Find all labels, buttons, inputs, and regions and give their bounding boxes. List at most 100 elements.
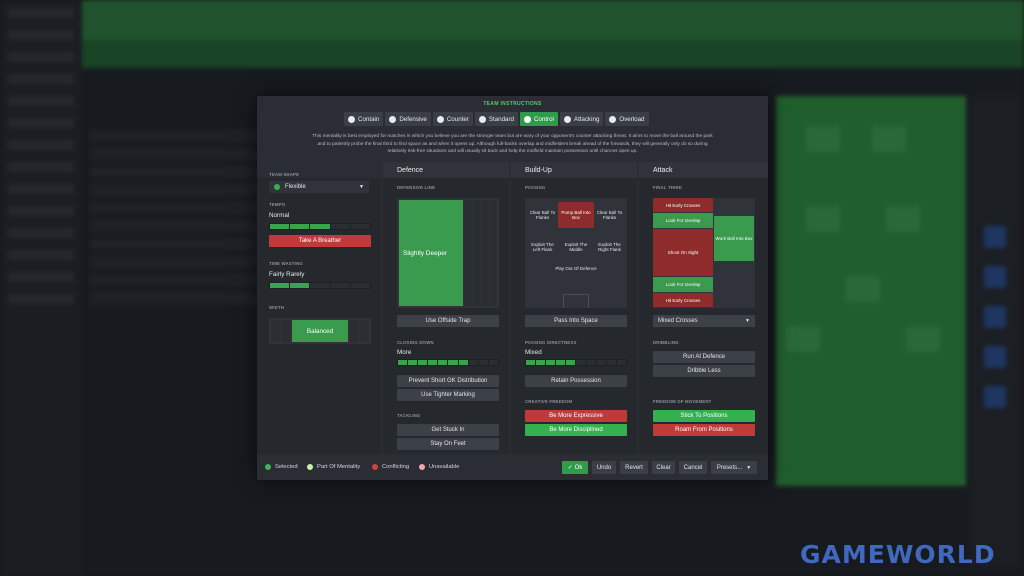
pump-ball-zone[interactable]: Pump Ball Into Box: [558, 202, 594, 228]
look-for-overlap-top-zone[interactable]: Look For Overlap: [653, 213, 713, 228]
undo-button[interactable]: Undo: [592, 461, 616, 474]
sub-chip[interactable]: [984, 266, 1006, 288]
work-ball-into-box-zone[interactable]: Work Ball Into Box: [714, 216, 754, 261]
directness-label: PASSING DIRECTNESS: [525, 340, 577, 345]
tighter-marking-button[interactable]: Use Tighter Marking: [397, 389, 499, 401]
clear-ball-right-zone[interactable]: Clear Ball To Flanks: [596, 210, 623, 220]
player-chip[interactable]: [846, 276, 880, 302]
run-at-defence-button[interactable]: Run At Defence: [653, 351, 755, 363]
play-out-zone[interactable]: Play Out Of Defence: [555, 265, 597, 271]
tab-contain[interactable]: Contain: [344, 112, 384, 126]
sidebar-item[interactable]: [8, 206, 74, 216]
bar-segment: [350, 224, 371, 229]
tab-defensive[interactable]: Defensive: [385, 112, 431, 126]
clear-button[interactable]: Clear: [652, 461, 675, 474]
legend-dot-icon: [419, 464, 425, 470]
pass-into-space-button[interactable]: Pass Into Space: [525, 315, 627, 327]
roam-from-positions-button[interactable]: Roam From Positions: [653, 424, 755, 436]
cancel-button[interactable]: Cancel: [679, 461, 707, 474]
tab-overload[interactable]: Overload: [605, 112, 649, 126]
player-chip[interactable]: [872, 126, 906, 152]
sidebar-item[interactable]: [8, 96, 74, 106]
time-wasting-label: TIME WASTING: [269, 261, 303, 266]
directness-bar[interactable]: [525, 359, 627, 366]
tab-label: Overload: [619, 115, 645, 123]
stay-on-feet-button[interactable]: Stay On Feet: [397, 438, 499, 450]
sidebar-item[interactable]: [8, 74, 74, 84]
revert-button[interactable]: Revert: [620, 461, 648, 474]
more-expressive-button[interactable]: Be More Expressive: [525, 410, 627, 422]
chevron-down-icon: ▼: [359, 184, 364, 190]
player-row[interactable]: [90, 238, 260, 250]
bar-segment: [536, 360, 546, 365]
defensive-line-pitch[interactable]: Slightly Deeper: [397, 198, 499, 308]
player-chip[interactable]: [886, 206, 920, 232]
prevent-short-gk-button[interactable]: Prevent Short GK Distribution: [397, 375, 499, 387]
tackling-label: TACKLING: [397, 413, 421, 418]
player-row[interactable]: [90, 256, 260, 268]
sidebar-item[interactable]: [8, 52, 74, 62]
bar-segment: [330, 283, 350, 288]
player-chip[interactable]: [806, 206, 840, 232]
sidebar-item[interactable]: [8, 184, 74, 194]
tempo-bar[interactable]: [269, 223, 371, 230]
ok-button[interactable]: ✓ Ok: [562, 461, 588, 474]
exploit-left-zone[interactable]: Exploit The Left Flank: [531, 242, 554, 252]
tab-attacking[interactable]: Attacking: [559, 112, 604, 126]
tab-counter[interactable]: Counter: [432, 112, 473, 126]
offside-trap-button[interactable]: Use Offside Trap: [397, 315, 499, 327]
player-row[interactable]: [90, 274, 260, 286]
clear-ball-left-zone[interactable]: Clear Ball To Flanks: [529, 210, 556, 220]
look-for-overlap-bottom-zone[interactable]: Look For Overlap: [653, 277, 713, 292]
tab-standard[interactable]: Standard: [474, 112, 518, 126]
more-disciplined-button[interactable]: Be More Disciplined: [525, 424, 627, 436]
sub-chip[interactable]: [984, 386, 1006, 408]
player-chip[interactable]: [806, 126, 840, 152]
sidebar-item[interactable]: [8, 228, 74, 238]
player-row[interactable]: [90, 166, 260, 178]
stick-to-positions-button[interactable]: Stick To Positions: [653, 410, 755, 422]
sidebar-item[interactable]: [8, 118, 74, 128]
bar-segment: [408, 360, 418, 365]
sidebar-item[interactable]: [8, 8, 74, 18]
closing-down-bar[interactable]: [397, 359, 499, 366]
shield-icon: [389, 115, 397, 123]
take-a-breather-button[interactable]: Take A Breather: [269, 235, 371, 247]
exploit-middle-zone[interactable]: Exploit The Middle: [564, 242, 588, 252]
player-row[interactable]: [90, 148, 260, 160]
team-shape-dropdown[interactable]: Flexible ▼: [269, 181, 369, 193]
legend-part-of-mentality: Part Of Mentality: [307, 464, 360, 470]
sub-chip[interactable]: [984, 346, 1006, 368]
sidebar-item[interactable]: [8, 140, 74, 150]
player-row[interactable]: [90, 292, 260, 304]
sidebar-item[interactable]: [8, 162, 74, 172]
retain-possession-button[interactable]: Retain Possession: [525, 375, 627, 387]
sidebar-item[interactable]: [8, 250, 74, 260]
bar-segment: [310, 283, 330, 288]
time-wasting-bar[interactable]: [269, 282, 371, 289]
player-row[interactable]: [90, 220, 260, 232]
sub-chip[interactable]: [984, 226, 1006, 248]
crosses-dropdown[interactable]: Mixed Crosses ▼: [653, 315, 755, 327]
dribble-less-button[interactable]: Dribble Less: [653, 365, 755, 377]
tab-control[interactable]: Control: [519, 112, 558, 126]
width-selector[interactable]: Balanced: [269, 318, 371, 344]
hit-early-crosses-top-zone[interactable]: Hit Early Crosses: [653, 198, 713, 212]
player-chip[interactable]: [906, 326, 940, 352]
sidebar-item[interactable]: [8, 272, 74, 282]
buildup-column: Build-Up PASSING Clear Ball To Flanks Pu…: [511, 162, 637, 454]
shoot-on-sight-zone[interactable]: Shoot On Sight: [653, 229, 713, 276]
sidebar-item[interactable]: [8, 30, 74, 40]
watermark-logo: GAMEWORLD: [800, 540, 996, 569]
player-row[interactable]: [90, 202, 260, 214]
exploit-right-zone[interactable]: Exploit The Right Flank: [598, 242, 621, 252]
player-row[interactable]: [90, 130, 260, 142]
presets-button[interactable]: Presets... ▼: [711, 461, 757, 474]
player-chip[interactable]: [786, 326, 820, 352]
creative-freedom-label: CREATIVE FREEDOM: [525, 399, 573, 404]
hit-early-crosses-bottom-zone[interactable]: Hit Early Crosses: [653, 293, 713, 307]
get-stuck-in-button[interactable]: Get Stuck In: [397, 424, 499, 436]
player-row[interactable]: [90, 184, 260, 196]
sidebar-item[interactable]: [8, 294, 74, 304]
sub-chip[interactable]: [984, 306, 1006, 328]
